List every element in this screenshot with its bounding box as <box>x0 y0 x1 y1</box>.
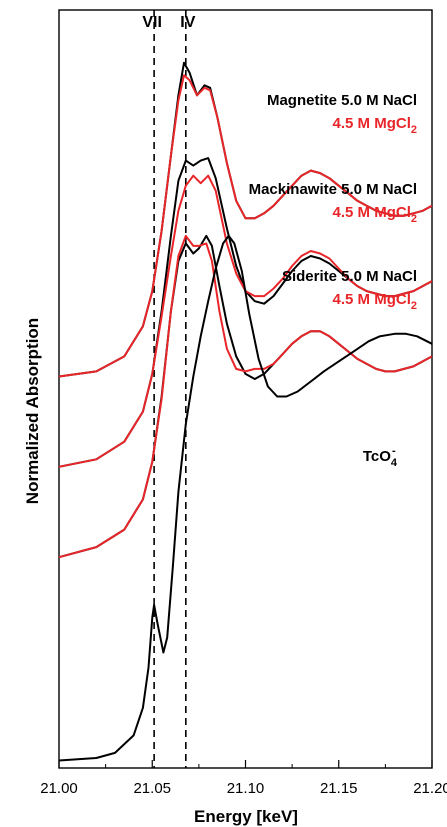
x-tick-label: 21.15 <box>320 780 358 797</box>
x-tick-label: 21.00 <box>40 780 78 797</box>
label-magnetite-mgcl2: 4.5 M MgCl2 <box>333 115 417 136</box>
x-axis-label: Energy [keV] <box>194 807 298 826</box>
spectra <box>58 61 433 762</box>
label-siderite-mgcl2: 4.5 M MgCl2 <box>333 291 417 312</box>
curve-mackinawite-mgcl2 <box>58 174 433 468</box>
curve-tco4 <box>58 234 433 762</box>
label-magnetite-nacl: Magnetite 5.0 M NaCl <box>267 92 417 109</box>
x-axis-ticks: 21.00 21.05 21.10 21.15 21.20 <box>40 760 447 797</box>
label-mackinawite-nacl: Mackinawite 5.0 M NaCl <box>249 181 417 198</box>
label-mackinawite-mgcl2: 4.5 M MgCl2 <box>333 204 417 225</box>
label-tco4: TcO4- <box>363 445 398 469</box>
ref-label-iv: IV <box>180 14 195 31</box>
y-axis-label: Normalized Absorption <box>23 318 42 504</box>
reference-lines: VII IV <box>142 10 196 768</box>
x-tick-label: 21.20 <box>413 780 447 797</box>
x-tick-label: 21.05 <box>133 780 171 797</box>
curve-magnetite-mgcl2 <box>58 74 433 378</box>
curve-siderite-mgcl2 <box>58 234 433 559</box>
label-siderite-nacl: Siderite 5.0 M NaCl <box>282 268 417 285</box>
x-tick-label: 21.10 <box>227 780 265 797</box>
ref-label-vii: VII <box>142 14 162 31</box>
series-labels: Magnetite 5.0 M NaCl 4.5 M MgCl2 Mackina… <box>249 92 417 469</box>
